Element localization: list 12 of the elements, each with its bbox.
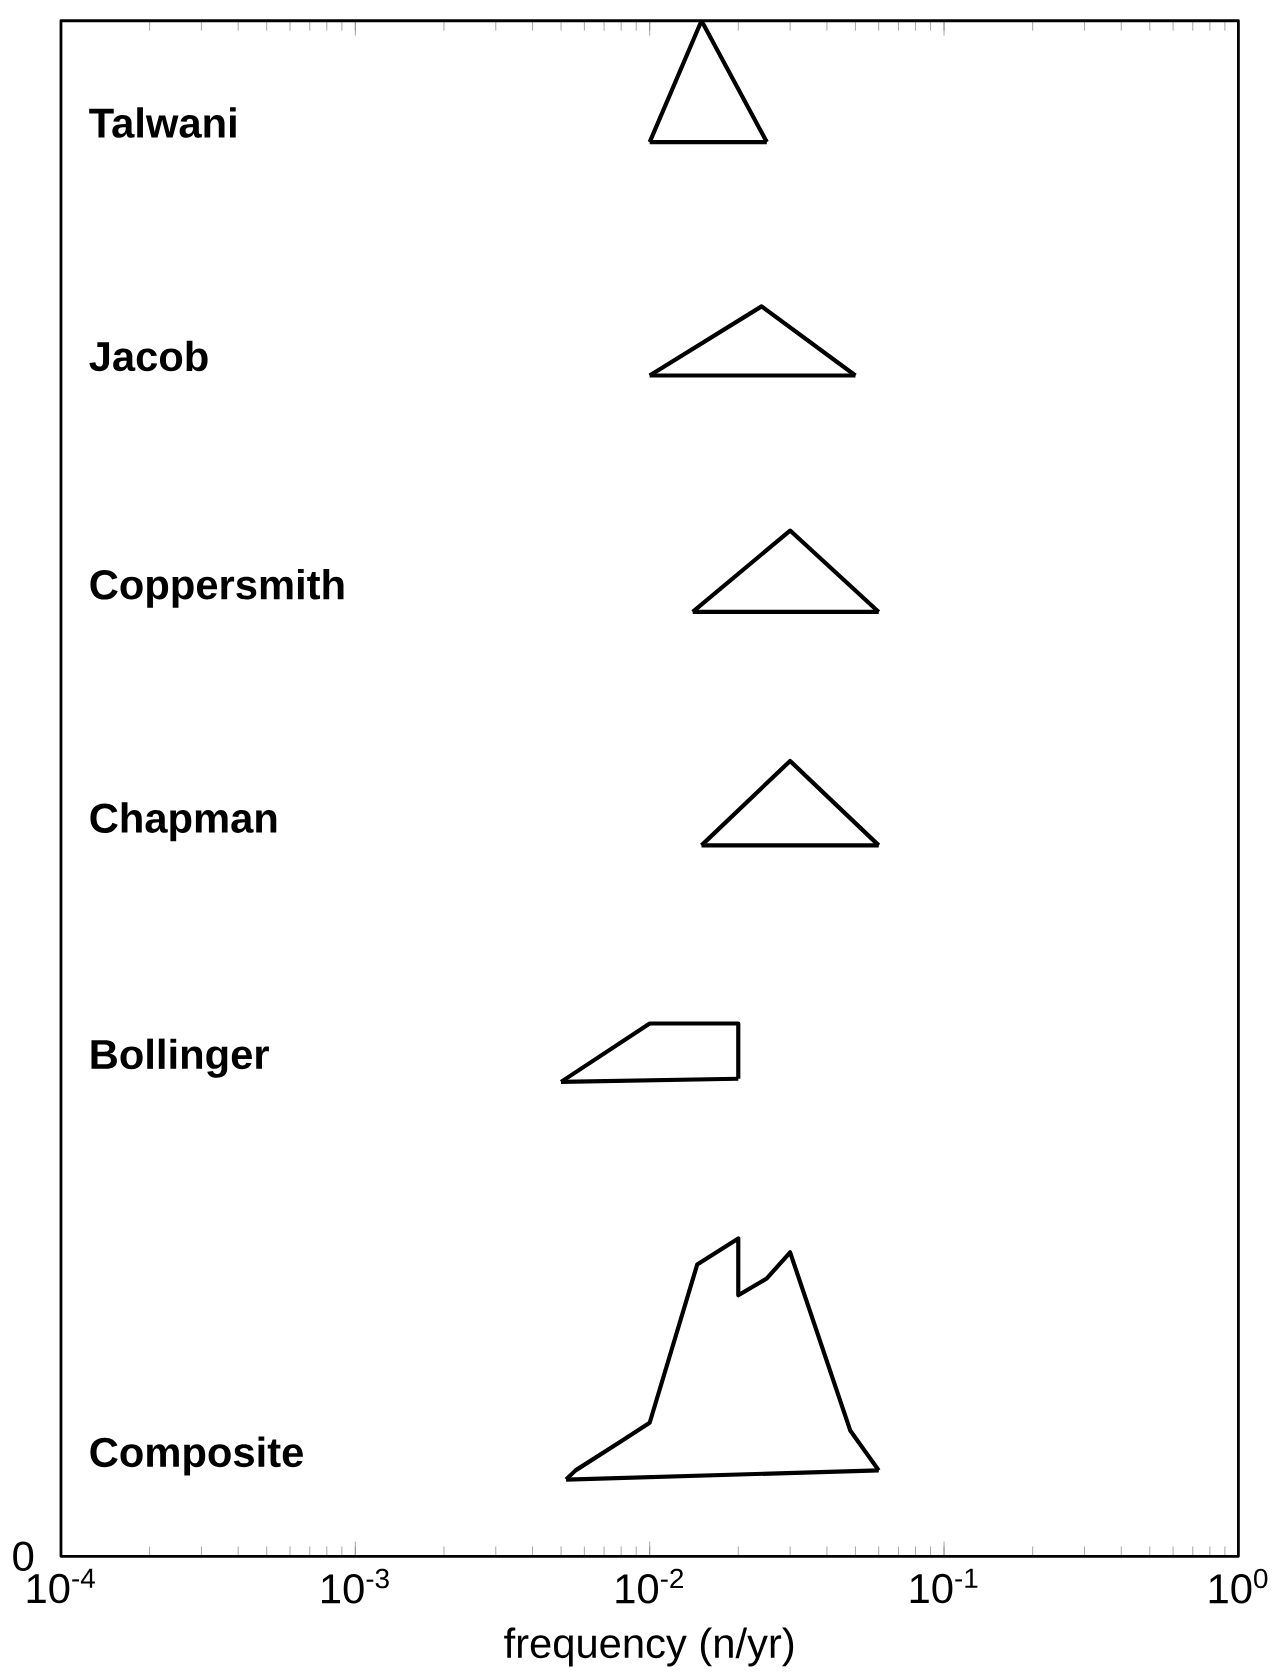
- annotation: Bollinger: [91, 1038, 270, 1078]
- x-axis-title: frequency (n/yr): [504, 1627, 794, 1667]
- annotation: Composite: [90, 1436, 304, 1476]
- annotation: Chapman: [90, 802, 277, 842]
- x-tick-label: 10$^{-1}$: [910, 1568, 978, 1604]
- annotation: Coppersmith: [90, 568, 344, 608]
- annotation: Jacob: [89, 340, 208, 372]
- x-tick-label: 10$^{0}$: [1209, 1568, 1268, 1604]
- text: 0: [13, 1541, 34, 1572]
- x-tick-label: 10$^{-2}$: [616, 1568, 684, 1604]
- x-tick-label: 10$^{-3}$: [322, 1568, 389, 1604]
- annotation: Talwani: [89, 107, 236, 138]
